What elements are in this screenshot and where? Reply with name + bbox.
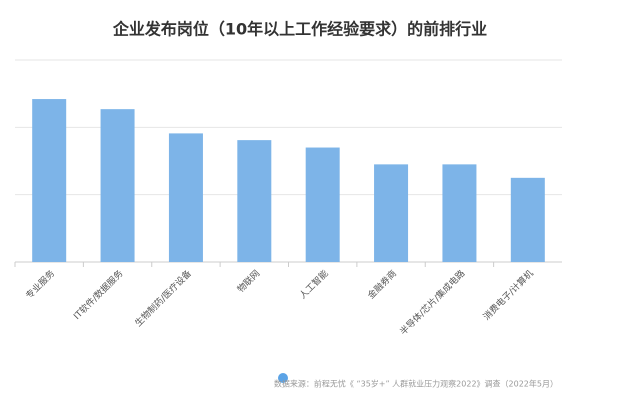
bar xyxy=(305,147,340,262)
x-tick-label: 消费电子/计算机 xyxy=(481,267,536,322)
x-tick-label: 专业服务 xyxy=(23,267,57,301)
x-tick-label: 生物制药/医疗设备 xyxy=(132,267,194,329)
chart-title: 企业发布岗位（10年以上工作经验要求）的前排行业 xyxy=(112,20,487,39)
bar xyxy=(32,99,67,262)
x-tick-label: 半导体/芯片/集成电路 xyxy=(397,267,467,337)
bar xyxy=(237,140,272,262)
x-tick-label: IT软件/数据服务 xyxy=(71,267,126,322)
bar xyxy=(100,109,135,262)
x-tick-label: 物联网 xyxy=(235,267,263,295)
bar xyxy=(374,164,409,262)
source-note: 数据来源：前程无忧《 “35岁+” 人群就业压力观察2022》调查（2022年5… xyxy=(274,379,558,389)
bar xyxy=(510,177,545,262)
bar xyxy=(168,133,203,262)
source-dot xyxy=(278,373,288,383)
bar xyxy=(442,164,477,262)
x-tick-label: 金融券商 xyxy=(365,267,399,301)
x-tick-label: 人工智能 xyxy=(297,267,331,301)
